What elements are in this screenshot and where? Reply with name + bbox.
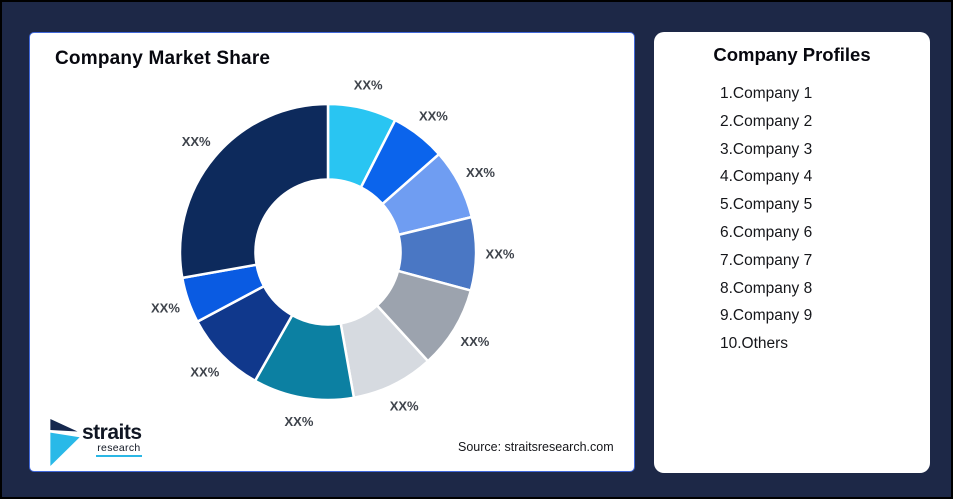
slice-label-company-7: XX% <box>285 414 314 429</box>
slice-label-company-1: XX% <box>354 77 383 92</box>
profile-item: 2.Company 2 <box>720 112 813 130</box>
chart-title: Company Market Share <box>55 48 271 69</box>
logo-arrow-icon <box>50 419 80 466</box>
slice-label-company-2: XX% <box>419 109 448 124</box>
slice-label-company-6: XX% <box>390 399 419 414</box>
logo-brand-text: straits <box>82 421 142 444</box>
company-profiles-panel: Company Profiles 1.Company 1 2.Company 2 3… <box>654 32 930 473</box>
straits-research-logo: straits research <box>50 419 142 466</box>
source-note: Source: straitsresearch.com <box>458 440 614 454</box>
donut-chart: XX% XX% XX% XX% XX% XX% XX% XX% XX% XX% <box>151 77 515 429</box>
slice-label-company-5: XX% <box>460 334 489 349</box>
slice-label-company-4: XX% <box>486 247 515 262</box>
profile-item: 1.Company 1 <box>720 85 813 102</box>
slice-label-company-9: XX% <box>151 301 180 316</box>
profile-item: 7.Company 7 <box>720 251 813 269</box>
profile-item: 10.Others <box>720 335 789 353</box>
logo-text: straits research <box>82 421 142 457</box>
profiles-list: 1.Company 1 2.Company 2 3.Company 3 4.Compa… <box>720 80 930 358</box>
profile-item: 5.Company 5 <box>720 196 813 214</box>
profile-item: 3.Company 3 <box>720 140 813 158</box>
profiles-title: Company Profiles <box>713 44 871 65</box>
slice-label-company-8: XX% <box>190 365 219 380</box>
slice-label-others: XX% <box>182 134 211 149</box>
profile-item: 8.Company 8 <box>720 279 813 297</box>
logo-sub-text: research <box>96 443 142 457</box>
profile-item: 9.Company 9 <box>720 307 813 325</box>
donut-slice-others <box>178 102 330 280</box>
market-share-panel: XX% XX% XX% XX% XX% XX% XX% XX% XX% XX% Company M… <box>29 32 635 472</box>
slice-label-company-3: XX% <box>466 165 495 180</box>
profile-item: 6.Company 6 <box>720 223 813 241</box>
profile-item: 4.Company 4 <box>720 168 813 186</box>
